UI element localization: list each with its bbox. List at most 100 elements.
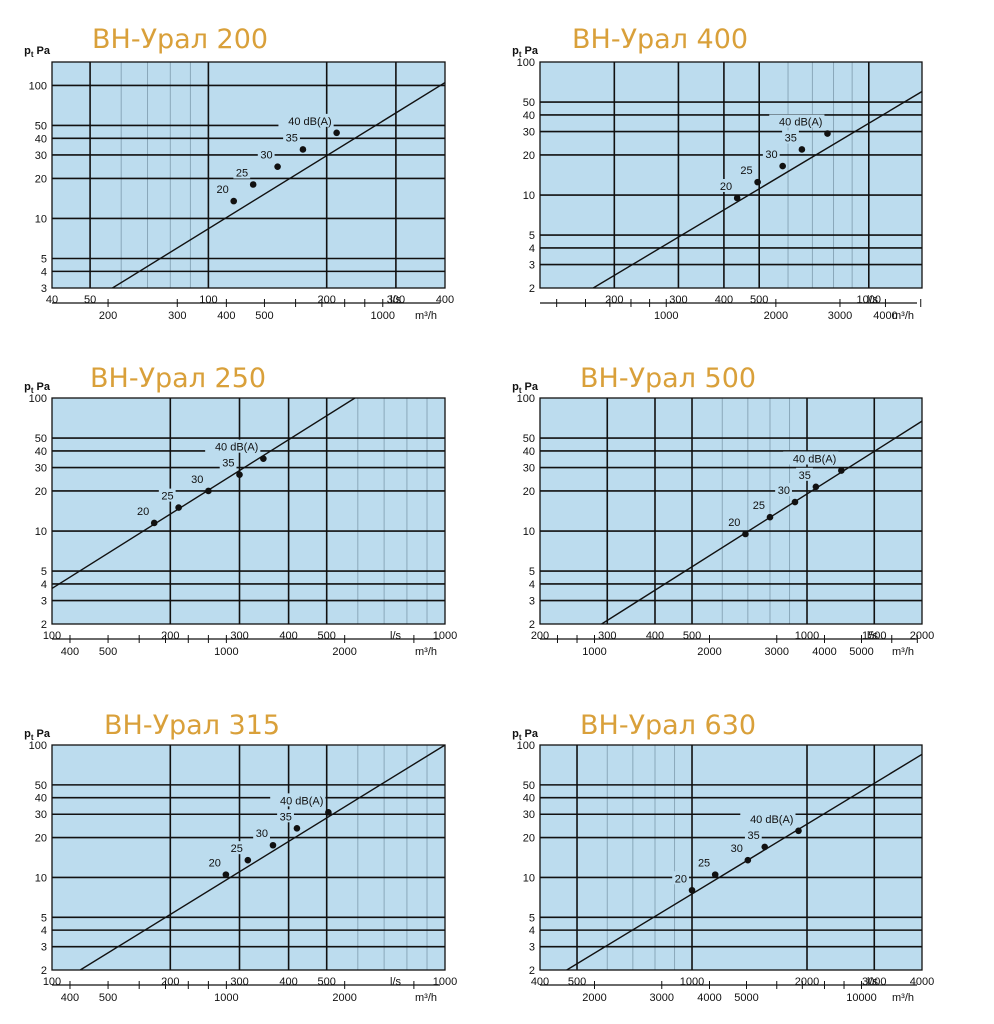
point-label: 20 — [216, 184, 228, 196]
m3h-tick-label: 2000 — [332, 646, 356, 658]
m3h-tick-label: 1000 — [654, 310, 678, 322]
y-tick-label: 100 — [29, 393, 47, 405]
point-label: 25 — [161, 491, 173, 503]
characteristic-line — [566, 753, 922, 970]
y-tick-label: 2 — [41, 965, 47, 977]
x-tick-label: 100 — [43, 630, 61, 642]
point-label-bg — [278, 113, 334, 127]
point-label: 25 — [236, 167, 248, 179]
plot-area — [540, 398, 922, 624]
m3h-tick-label: 2000 — [764, 310, 788, 322]
point-label: 40 dB(A) — [793, 454, 836, 466]
point-label-bg — [158, 488, 176, 502]
y-tick-label: 4 — [529, 925, 535, 937]
y-tick-label: 100 — [29, 740, 47, 752]
point-label: 40 dB(A) — [779, 117, 822, 129]
point-label: 30 — [260, 150, 272, 162]
point-label: 35 — [222, 458, 234, 470]
data-point-25dba — [175, 504, 182, 511]
m3h-tick-label: 300 — [168, 310, 186, 322]
point-label-bg — [782, 130, 799, 144]
m3h-tick-label: 400 — [217, 310, 235, 322]
x-unit-label: l/s — [390, 294, 402, 306]
point-label: 20 — [720, 181, 732, 193]
point-label-bg — [744, 827, 762, 841]
y-tick-label: 4 — [529, 243, 535, 255]
data-point-30dba — [269, 841, 277, 849]
point-label-bg — [257, 147, 275, 161]
point-label-bg — [219, 455, 237, 469]
y-tick-label: 40 — [35, 133, 47, 145]
point-label: 20 — [137, 506, 149, 518]
y-tick-label: 20 — [523, 150, 535, 162]
y-tick-label: 3 — [41, 596, 47, 608]
x-tick-label: 200 — [531, 630, 549, 642]
y-tick-label: 20 — [35, 486, 47, 498]
plot-frame — [539, 61, 923, 289]
point-label-bg — [737, 163, 755, 177]
characteristic-line — [601, 420, 922, 624]
y-tick-label: 40 — [523, 446, 535, 458]
y-tick-label: 30 — [35, 463, 47, 475]
y-axis-label: pt Pa — [24, 728, 51, 742]
point-label: 25 — [698, 858, 710, 870]
m3h-tick-label: 4000 — [697, 992, 721, 1004]
x-tick-label: 500 — [683, 630, 701, 642]
m3h-tick-label: 5000 — [849, 646, 873, 658]
characteristic-line — [112, 82, 445, 288]
m3h-tick-label: 2000 — [697, 646, 721, 658]
y-tick-label: 3 — [529, 260, 535, 272]
x-tick-label: 1000 — [433, 976, 457, 988]
m3h-unit-label: m³/h — [892, 310, 914, 322]
point-label-bg — [228, 841, 245, 855]
y-tick-label: 20 — [523, 833, 535, 845]
m3h-unit-label: m³/h — [415, 310, 437, 322]
chart-title: ВН-Урал 250 — [90, 363, 266, 394]
point-label-bg — [205, 439, 261, 453]
x-tick-label: 300 — [230, 630, 248, 642]
point-label: 20 — [728, 517, 740, 529]
m3h-tick-label: 3000 — [650, 992, 674, 1004]
m3h-tick-label: 4000 — [873, 310, 897, 322]
plot-frame — [51, 397, 446, 625]
y-axis-label: pt Pa — [24, 381, 51, 395]
y-axis-label: pt Pa — [512, 728, 539, 742]
m3h-tick-label: 1000 — [582, 646, 606, 658]
m3h-tick-label: 2000 — [332, 992, 356, 1004]
y-tick-label: 2 — [529, 965, 535, 977]
point-label: 35 — [747, 830, 759, 842]
y-tick-label: 50 — [523, 433, 535, 445]
data-point-25dba — [766, 513, 774, 521]
x-tick-label: 400 — [436, 294, 454, 306]
x-tick-label: 500 — [568, 976, 586, 988]
point-label-bg — [775, 483, 792, 497]
x-tick-label: 300 — [598, 630, 616, 642]
data-point-30dba — [744, 856, 752, 864]
point-label: 35 — [286, 132, 298, 144]
plot-area — [540, 745, 922, 970]
x-tick-label: 40 — [46, 294, 58, 306]
y-tick-label: 3 — [41, 283, 47, 295]
point-label: 40 dB(A) — [288, 116, 331, 128]
x-tick-label: 400 — [279, 976, 297, 988]
plot-frame — [539, 397, 923, 625]
data-point-40dba — [260, 455, 267, 462]
data-point-25dba — [244, 856, 252, 864]
point-label-bg — [270, 793, 326, 807]
x-tick-label: 300 — [230, 976, 248, 988]
data-point-35dba — [299, 146, 307, 153]
y-tick-label: 30 — [35, 150, 47, 162]
y-tick-label: 3 — [41, 942, 47, 954]
y-tick-label: 40 — [523, 110, 535, 122]
x-tick-label: 100 — [43, 976, 61, 988]
x-unit-label: l/s — [390, 630, 402, 642]
characteristic-line — [52, 398, 356, 590]
data-point-40dba — [333, 129, 340, 137]
y-tick-label: 50 — [35, 120, 47, 132]
chart-title: ВН-Урал 500 — [580, 363, 756, 394]
data-point-35dba — [761, 843, 769, 851]
y-tick-label: 10 — [523, 872, 535, 884]
y-tick-label: 2 — [529, 283, 535, 295]
